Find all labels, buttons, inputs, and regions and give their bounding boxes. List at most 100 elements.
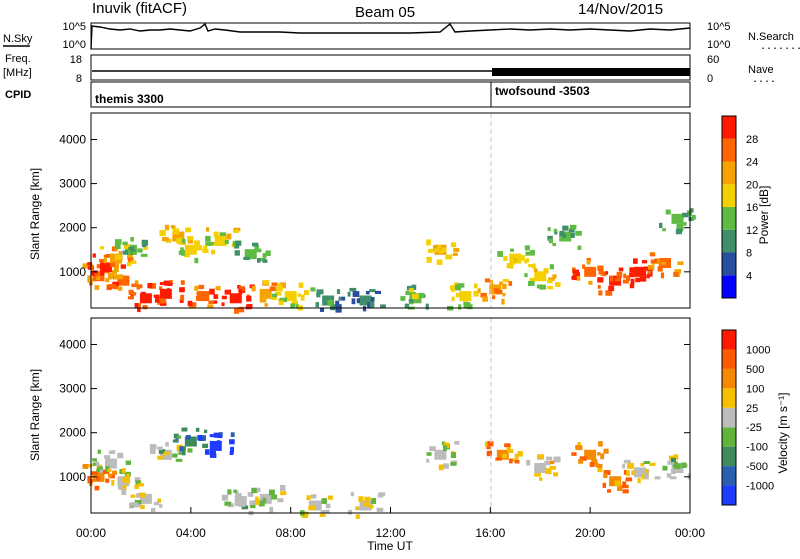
data-cell [128, 290, 134, 296]
nsearch-label: N.Search [748, 31, 794, 43]
data-cell [134, 484, 139, 489]
data-cell [647, 264, 655, 270]
data-cell [657, 266, 663, 272]
data-cell [586, 257, 591, 262]
data-cell [486, 450, 493, 457]
data-cell [211, 241, 217, 246]
data-cell [107, 273, 113, 277]
data-cell [537, 454, 544, 460]
data-cell [99, 258, 106, 263]
data-cell [662, 465, 668, 471]
velocity-ylabel: Slant Range [km] [28, 369, 42, 461]
data-cell [259, 298, 267, 303]
data-cell [199, 435, 206, 441]
data-cell [95, 461, 99, 467]
data-cell [139, 493, 152, 504]
data-cell [172, 231, 185, 242]
data-cell [445, 254, 453, 260]
data-cell [114, 254, 122, 260]
data-cell [187, 448, 193, 453]
data-cell [658, 222, 663, 229]
data-cell [605, 271, 609, 275]
data-cell [177, 238, 183, 242]
data-cell [559, 230, 565, 236]
data-cell [554, 230, 558, 235]
data-cell [589, 462, 595, 467]
data-cell [635, 277, 641, 283]
data-cell [404, 303, 410, 308]
data-cell [105, 277, 110, 283]
data-cell [149, 444, 157, 450]
freq-panel: Freq. [MHz] 18 8 60 0 Nave .... [3, 53, 776, 85]
data-cell [315, 302, 319, 308]
data-cell [169, 280, 173, 284]
data-cell [571, 452, 577, 456]
data-cell [268, 489, 275, 496]
data-cell [531, 263, 536, 269]
data-cell [400, 296, 406, 301]
data-cell [82, 263, 89, 269]
colorbar-tick-label: -500 [746, 461, 768, 473]
data-cell [122, 241, 128, 246]
data-cell [622, 463, 626, 469]
data-cell [130, 260, 137, 264]
data-cell [181, 249, 185, 256]
velocity-panel: 1000 2000 3000 4000 Slant Range [km] 1000 50… [28, 317, 790, 519]
data-cell [678, 214, 683, 220]
data-cell [94, 273, 98, 277]
time-axis: 00:00 04:00 08:00 12:00 16:00 20:00 00:00 [76, 507, 705, 540]
data-cell [454, 440, 460, 445]
data-cell [499, 281, 504, 285]
data-cell [614, 480, 621, 487]
data-cell [527, 281, 535, 286]
data-cell [153, 501, 160, 506]
data-cell [666, 473, 672, 478]
data-cell [554, 282, 561, 288]
data-cell [634, 266, 647, 277]
data-cell [256, 258, 261, 263]
data-cell [137, 248, 143, 253]
data-cell [183, 251, 190, 258]
data-cell [163, 280, 170, 286]
data-cell [514, 453, 519, 459]
data-cell [647, 270, 652, 274]
data-cell [256, 487, 261, 493]
colorbar-segment [722, 446, 736, 467]
data-cell [511, 258, 516, 265]
data-cell [246, 295, 252, 302]
nsky-tick-bottom: 10^0 [62, 39, 86, 51]
velocity-data [82, 427, 691, 519]
colorbar-segment [722, 275, 736, 298]
nsearch-legend-dots: ....... [760, 41, 800, 52]
data-cell [117, 275, 130, 286]
data-cell [369, 301, 375, 308]
data-cell [625, 477, 633, 482]
data-cell [536, 284, 543, 289]
data-cell [688, 216, 694, 221]
data-cell [629, 272, 636, 278]
data-cell [166, 288, 171, 293]
data-cell [204, 449, 210, 455]
data-cell [348, 509, 353, 515]
data-cell [87, 275, 92, 281]
data-cell [597, 463, 603, 470]
data-cell [112, 281, 120, 286]
data-cell [643, 461, 651, 465]
data-cell [325, 503, 331, 509]
data-cell [377, 494, 384, 498]
data-cell [234, 496, 247, 507]
data-cell [673, 272, 679, 277]
data-cell [692, 214, 696, 220]
data-cell [205, 235, 211, 242]
data-cell [584, 266, 597, 277]
data-cell [251, 285, 256, 292]
data-cell [374, 290, 382, 295]
data-cell [576, 275, 581, 281]
data-cell [243, 256, 250, 261]
data-cell [632, 258, 638, 264]
data-cell [277, 283, 282, 287]
data-cell [521, 254, 525, 261]
data-cell [173, 433, 179, 439]
data-cell [622, 489, 629, 494]
data-cell [509, 458, 513, 464]
